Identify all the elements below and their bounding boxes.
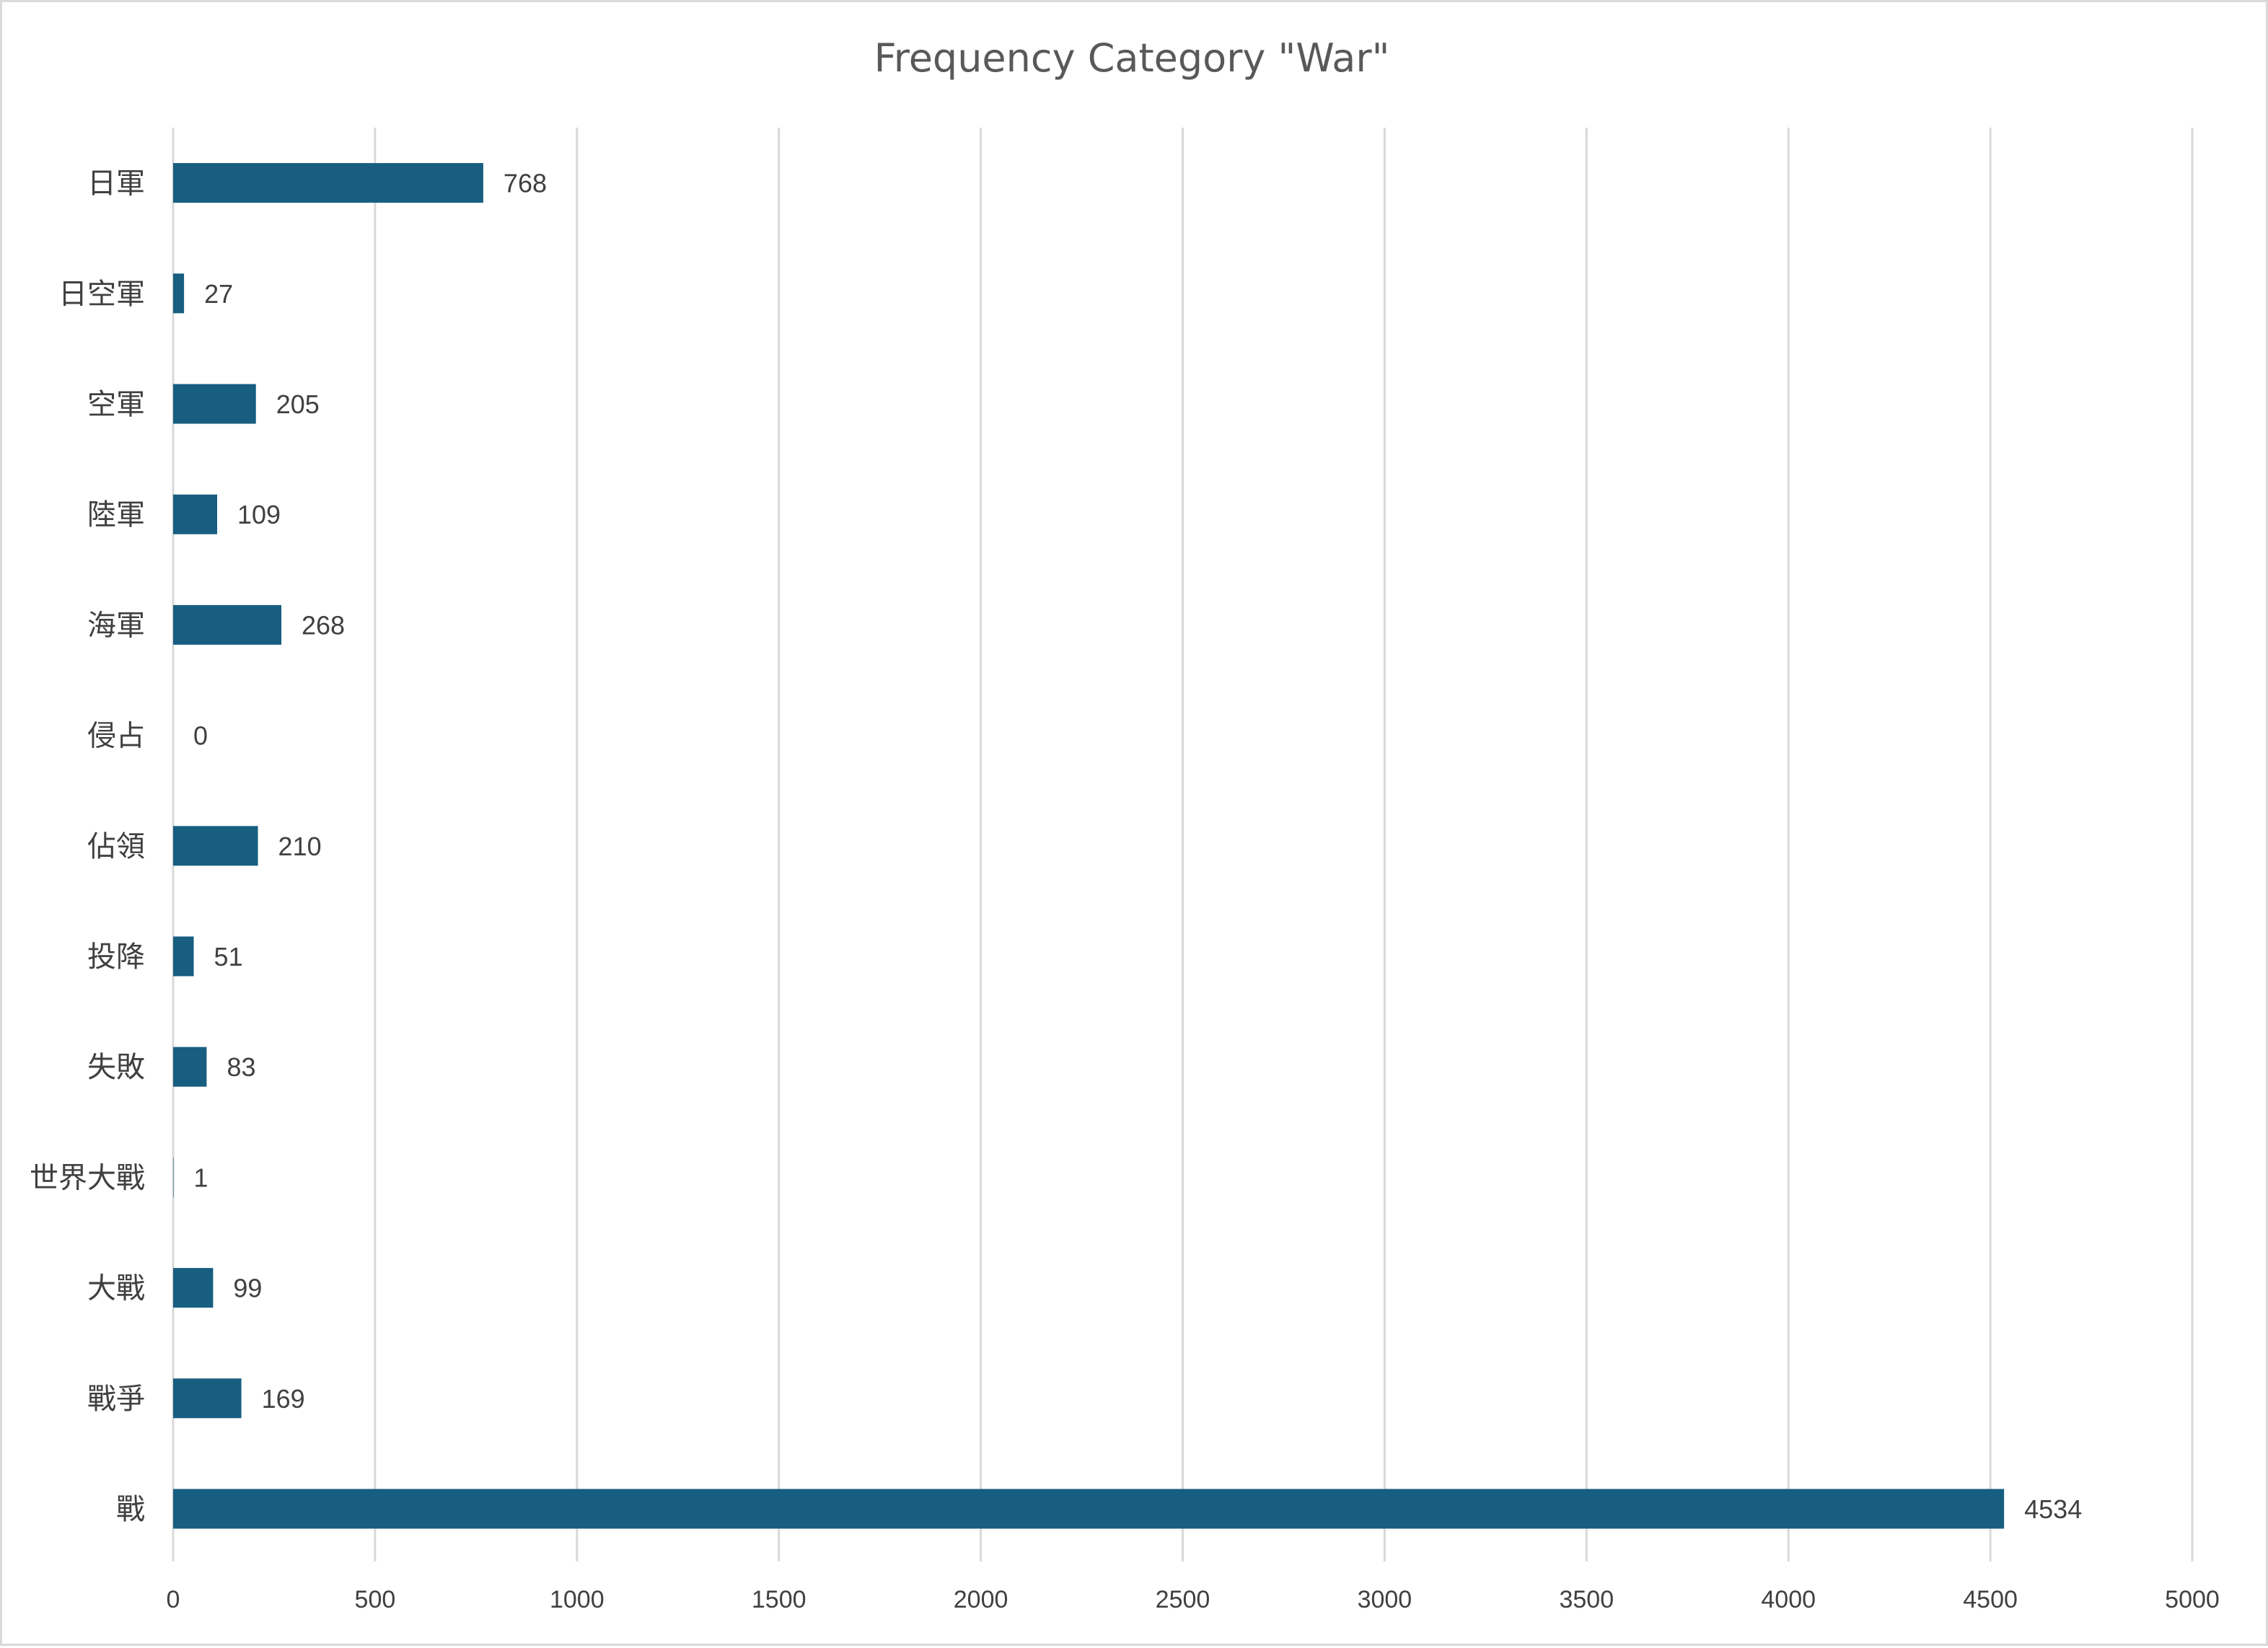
data-label: 768	[504, 169, 547, 198]
x-tick-label: 1000	[550, 1586, 605, 1613]
category-label: 日軍	[87, 167, 145, 201]
category-label: 侵占	[87, 720, 145, 753]
category-label: 日空軍	[58, 278, 145, 311]
data-label: 99	[233, 1274, 262, 1303]
category-label: 失敗	[87, 1051, 145, 1084]
bar	[173, 604, 282, 645]
x-tick-label: 4000	[1761, 1586, 1816, 1613]
data-label: 1	[194, 1163, 208, 1192]
bar	[173, 1157, 174, 1197]
x-tick-label: 5000	[2165, 1586, 2220, 1613]
data-label: 268	[302, 610, 345, 640]
category-label: 投降	[87, 940, 145, 974]
bar	[173, 163, 483, 203]
x-tick-label: 3500	[1559, 1586, 1614, 1613]
data-label: 205	[276, 389, 320, 419]
bar	[173, 826, 258, 866]
x-tick-label: 3000	[1358, 1586, 1412, 1613]
bar	[173, 384, 256, 424]
bar	[173, 1378, 242, 1419]
bar	[173, 1489, 2005, 1529]
data-label: 51	[214, 942, 243, 971]
data-label: 109	[237, 500, 281, 529]
gridlines	[172, 128, 2194, 1561]
x-tick-label: 2500	[1156, 1586, 1210, 1613]
category-label: 陸軍	[87, 498, 145, 532]
bar	[173, 273, 185, 314]
data-label: 210	[278, 832, 322, 861]
chart-title: Frequency Category "War"	[874, 35, 1390, 81]
bar	[173, 494, 218, 534]
bars	[173, 163, 2005, 1529]
x-tick-label: 0	[167, 1586, 180, 1613]
category-label: 空軍	[87, 388, 145, 421]
category-label: 大戰	[87, 1272, 145, 1305]
category-label: 佔領	[87, 830, 145, 863]
category-label: 戰	[116, 1493, 145, 1526]
data-label: 83	[227, 1052, 255, 1082]
x-axis-tick-labels: 0 500 1000 1500 2000 2500 3000 3500 4000 4500 5000	[167, 1586, 2220, 1613]
bar	[173, 1046, 207, 1087]
data-labels: 768 27 205 109 268 0 210 51 83 1 99 169 4534	[193, 169, 2082, 1524]
data-label: 4534	[2024, 1494, 2082, 1524]
x-tick-label: 4500	[1963, 1586, 2018, 1613]
category-label: 海軍	[87, 609, 145, 642]
data-label: 0	[193, 721, 208, 751]
bar	[173, 1268, 214, 1308]
x-tick-label: 500	[355, 1586, 396, 1613]
x-tick-label: 1500	[752, 1586, 806, 1613]
data-label: 169	[262, 1384, 305, 1414]
bar	[173, 936, 194, 977]
data-label: 27	[204, 279, 233, 309]
category-label: 戰爭	[87, 1383, 145, 1416]
x-tick-label: 2000	[954, 1586, 1008, 1613]
category-label: 世界大戰	[30, 1161, 145, 1194]
